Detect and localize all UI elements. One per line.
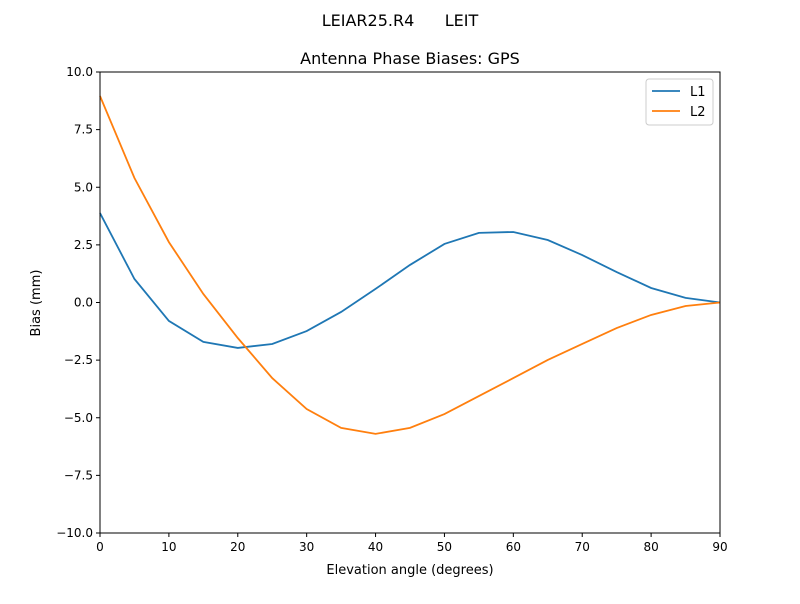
y-tick-label: −2.5 (64, 353, 93, 367)
chart-title: Antenna Phase Biases: GPS (300, 49, 520, 68)
suptitle: LEIAR25.R4 LEIT (322, 11, 479, 30)
y-tick-label: 2.5 (74, 238, 93, 252)
y-tick-label: −7.5 (64, 468, 93, 482)
x-tick-label: 10 (161, 540, 176, 554)
x-tick-label: 60 (506, 540, 521, 554)
x-tick-label: 20 (230, 540, 245, 554)
y-tick-label: 7.5 (74, 123, 93, 137)
x-tick-label: 30 (299, 540, 314, 554)
series-line-L1 (99, 212, 721, 349)
plot-frame (99, 71, 721, 534)
y-tick-label: 10.0 (66, 65, 93, 79)
x-tick-label: 90 (712, 540, 727, 554)
legend-label: L1 (690, 85, 706, 100)
y-tick-label: −10.0 (56, 526, 93, 540)
y-tick-label: −5.0 (64, 411, 93, 425)
x-axis-label: Elevation angle (degrees) (326, 563, 493, 578)
y-tick-label: 5.0 (74, 180, 93, 194)
x-tick-label: 50 (437, 540, 452, 554)
y-axis-label: Bias (mm) (29, 270, 44, 337)
legend-label: L2 (690, 105, 706, 120)
y-tick-label: 0.0 (74, 296, 93, 310)
x-tick-label: 80 (643, 540, 658, 554)
x-tick-label: 40 (368, 540, 383, 554)
series-line-L2 (99, 95, 721, 435)
x-tick-label: 0 (96, 540, 104, 554)
x-tick-label: 70 (575, 540, 590, 554)
